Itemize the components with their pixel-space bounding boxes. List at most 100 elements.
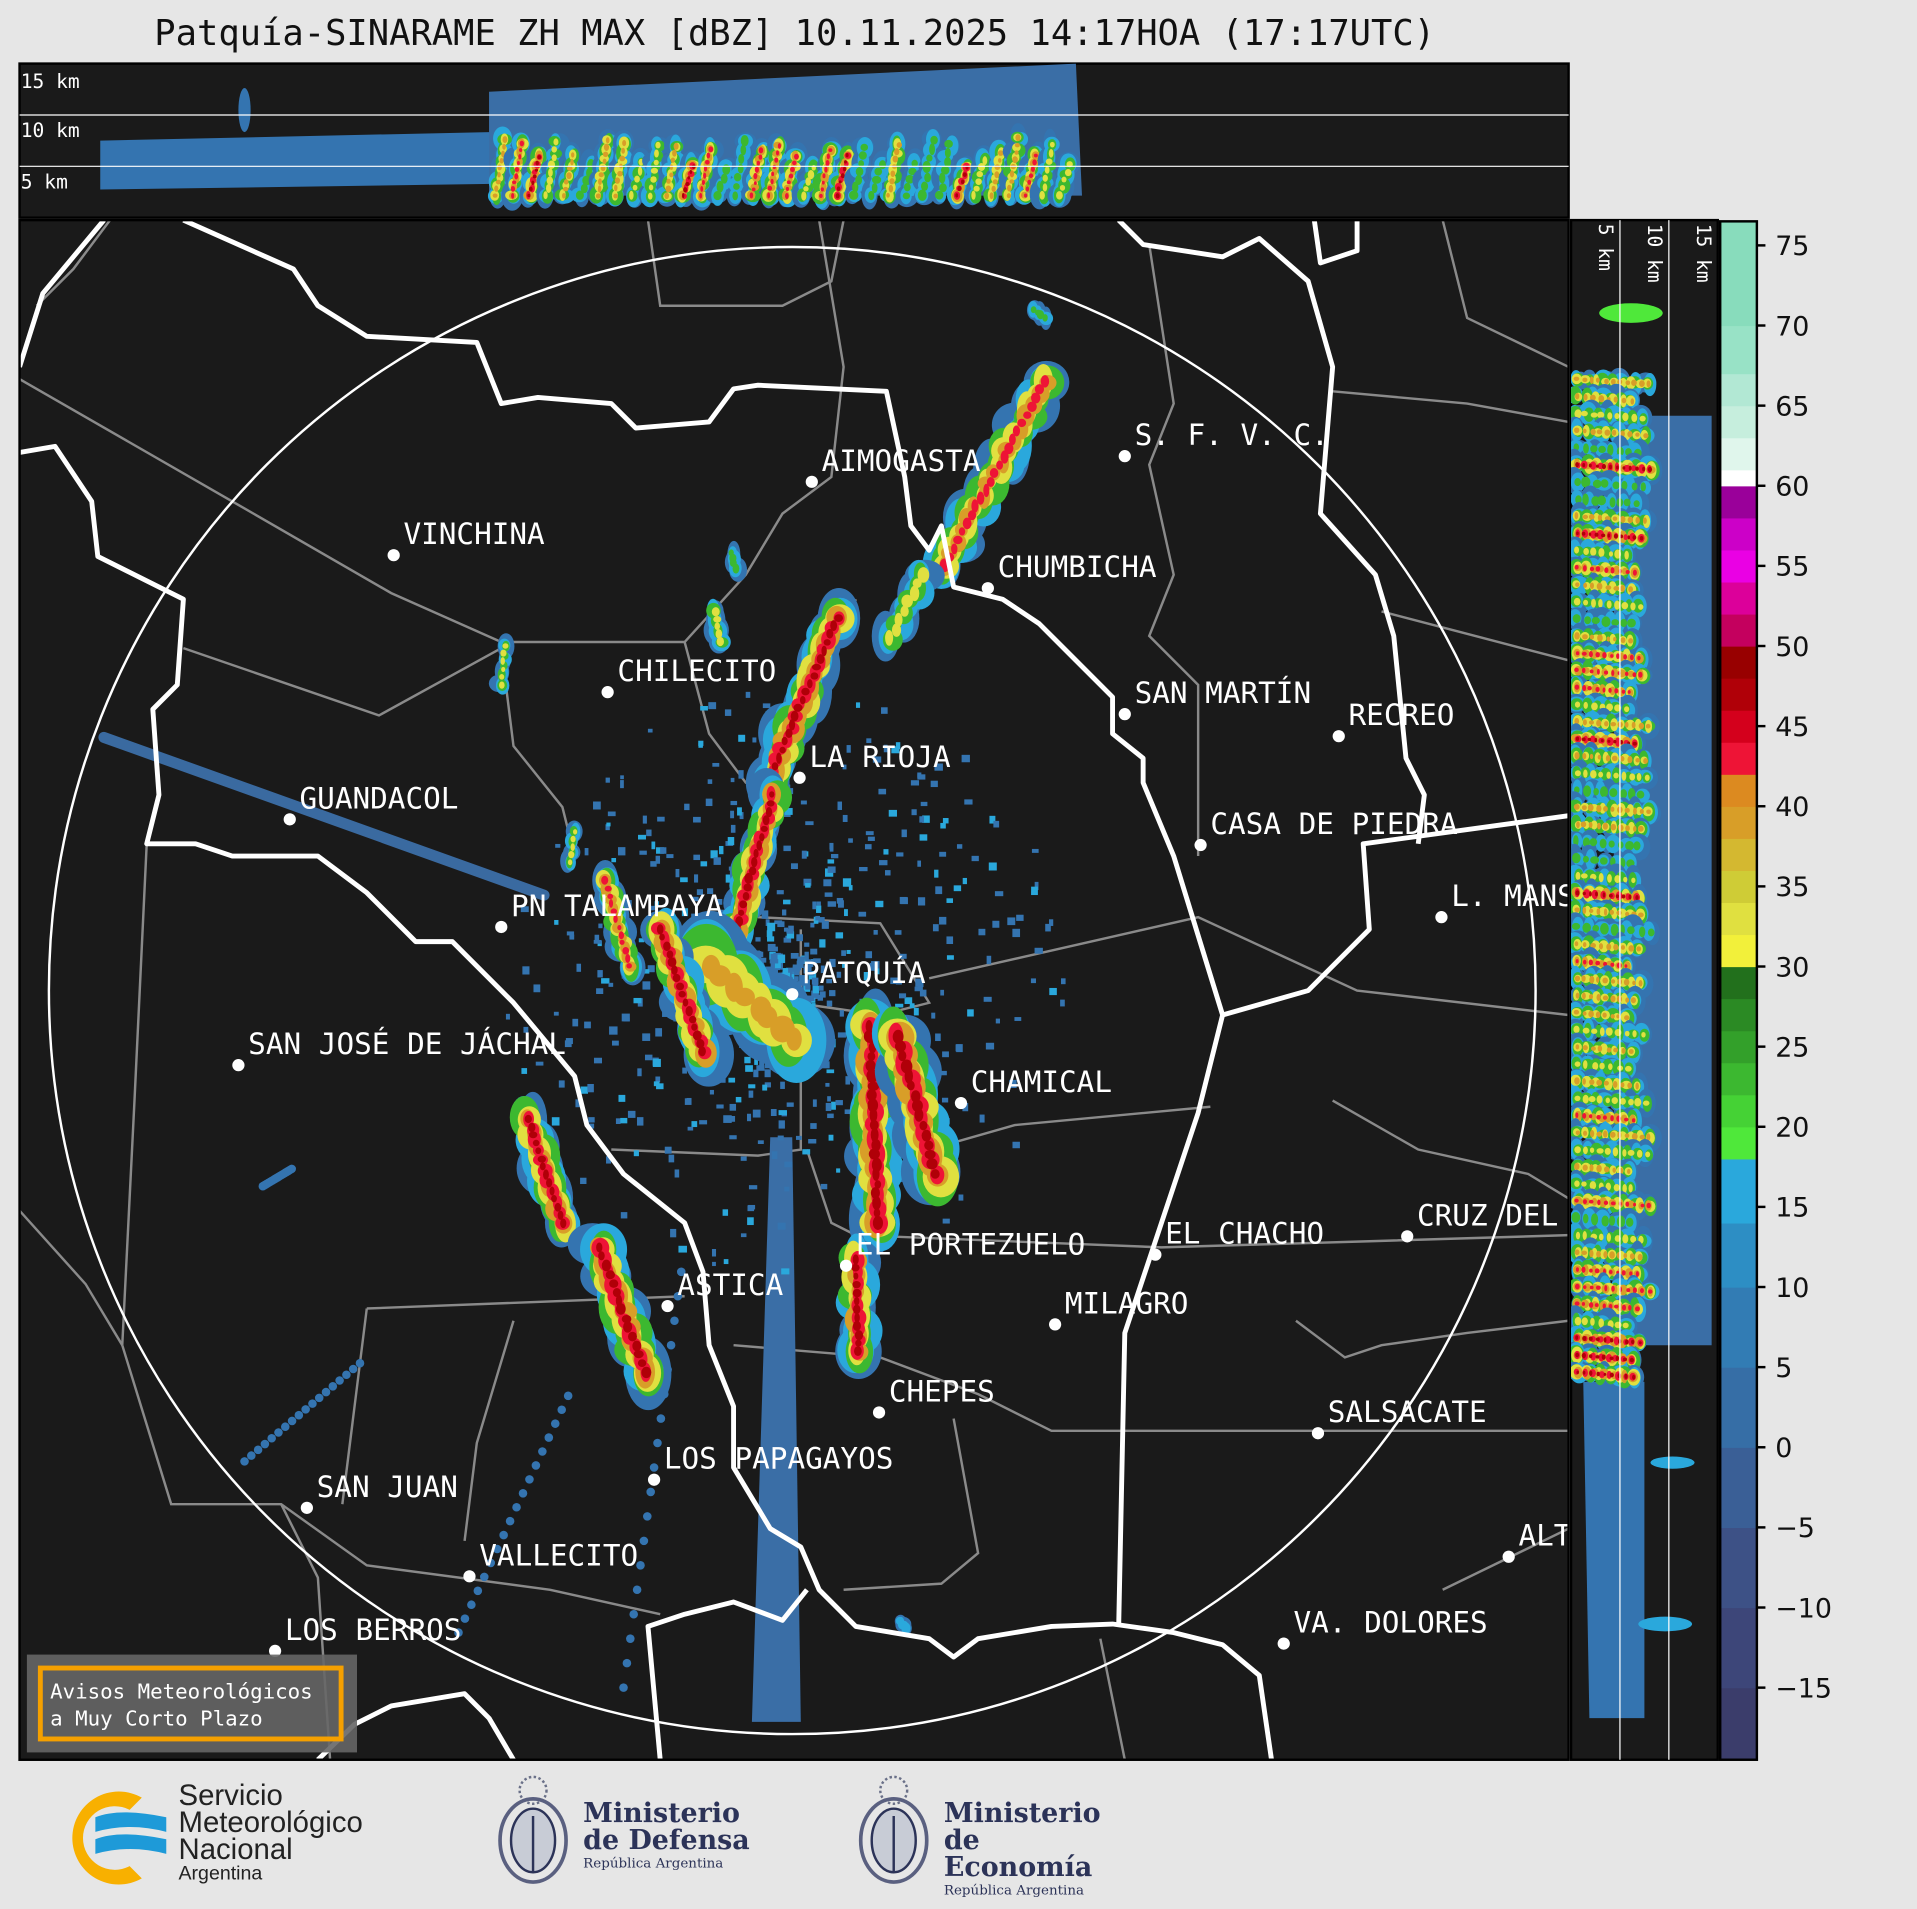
echo-blob (501, 666, 506, 672)
clutter-pixel (694, 874, 699, 883)
clutter-pixel (820, 965, 825, 974)
storm-cell (1013, 141, 1048, 205)
echo-blob (1608, 1063, 1613, 1071)
echo-blob (1613, 772, 1619, 779)
echo-blob (598, 1251, 605, 1261)
clutter-pixel (964, 799, 973, 805)
storm-cell (703, 598, 731, 654)
echo-blob (879, 160, 887, 170)
clutter-pixel (946, 955, 954, 960)
clutter-pixel (846, 949, 851, 954)
echo-blob (1625, 825, 1630, 832)
notice-line-1: Avisos Meteorológicos (50, 1680, 313, 1704)
echo-blob (744, 872, 753, 884)
echo-dot (632, 1585, 642, 1595)
echo-blob (1059, 184, 1066, 191)
echo-blob (632, 1340, 642, 1352)
clutter-pixel (802, 1149, 811, 1155)
echo-blob (1591, 598, 1596, 608)
echo-blob (1574, 684, 1580, 690)
echo-blob (820, 187, 824, 192)
clutter-pixel (687, 1126, 694, 1131)
clutter-pixel (655, 855, 661, 864)
clutter-pixel (593, 801, 601, 810)
echo-blob (1628, 1049, 1634, 1054)
city-el-chacho: EL CHACHO (1149, 1217, 1324, 1261)
clutter-pixel (745, 691, 751, 698)
echo-blob (1603, 1166, 1610, 1173)
echo-blob (1613, 565, 1621, 575)
echo-blob (1598, 547, 1605, 558)
clutter-pixel (554, 919, 559, 925)
clutter-pixel (745, 1065, 753, 1072)
clutter-pixel (782, 968, 789, 974)
echo-dot (646, 1487, 655, 1497)
storm-cell (760, 133, 787, 209)
echo-blob (845, 153, 849, 158)
echo-blob (1623, 654, 1628, 660)
clutter-pixel (781, 1268, 790, 1275)
defensa-line-2: de Defensa (583, 1824, 750, 1857)
echo-blob (1589, 669, 1594, 674)
echo-blob (807, 679, 813, 689)
clutter-pixel (711, 1248, 717, 1257)
clutter-pixel (754, 1056, 758, 1065)
colorbar-tick-label: 70 (1775, 311, 1809, 342)
echo-blob (986, 477, 995, 487)
echo-blob (511, 192, 515, 199)
clutter-pixel (638, 834, 646, 840)
echo-blob (1623, 1253, 1628, 1259)
echo-blob (1622, 1234, 1629, 1244)
storm-cell (871, 559, 945, 662)
colorbar-band (1720, 774, 1757, 807)
clutter-pixel (609, 1026, 618, 1035)
colorbar-band (1720, 998, 1757, 1032)
echo-blob (894, 1040, 907, 1053)
echo-blob (1603, 806, 1608, 812)
echo-blob (557, 1210, 564, 1220)
echo-blob (1636, 1149, 1643, 1158)
clutter-pixel (655, 1028, 663, 1037)
echo-blob (1590, 735, 1596, 744)
city-dot (839, 1259, 853, 1272)
echo-blob (765, 807, 773, 818)
storm-cell (1571, 1054, 1637, 1080)
echo-blob (1599, 580, 1608, 594)
echo-blob (551, 1195, 557, 1203)
echo-blob (665, 185, 672, 193)
city-dot (268, 1644, 282, 1658)
clutter-pixel (748, 1204, 756, 1210)
echo-blob (1582, 1285, 1587, 1289)
echo-blob (570, 835, 576, 843)
colorbar-tick-label: 30 (1775, 952, 1809, 983)
clutter-pixel (572, 1018, 579, 1027)
clutter-pixel (940, 1070, 947, 1076)
clutter-pixel (620, 1117, 628, 1124)
echo-dot (649, 1463, 659, 1472)
clutter-pixel (522, 966, 530, 975)
echo-blob (1608, 464, 1612, 470)
clutter-pixel (608, 982, 614, 987)
clutter-pixel (797, 981, 805, 986)
colorbar-tick-label: 5 (1775, 1353, 1792, 1384)
echo-blob (1608, 893, 1613, 898)
city-label: ALT (1518, 1519, 1571, 1553)
clutter-pixel (895, 742, 901, 750)
echo-blob (617, 925, 622, 931)
echo-blob (852, 1288, 862, 1298)
echo-blob (1605, 1182, 1612, 1191)
echo-blob (1049, 141, 1055, 148)
echo-blob (939, 172, 946, 184)
echo-blob (1574, 770, 1581, 777)
echo-blob (1589, 530, 1597, 539)
city-label: CASA DE PIEDRA (1210, 807, 1458, 841)
echo-blob (1610, 962, 1615, 967)
echo-blob (641, 1366, 652, 1379)
echo-blob (1582, 565, 1587, 572)
echo-blob (958, 527, 966, 536)
colorbar-band (1720, 325, 1757, 375)
echo-blob (1598, 960, 1606, 968)
clutter-pixel (835, 932, 844, 939)
clutter-pixel (818, 985, 824, 991)
echo-dot (335, 1376, 344, 1385)
